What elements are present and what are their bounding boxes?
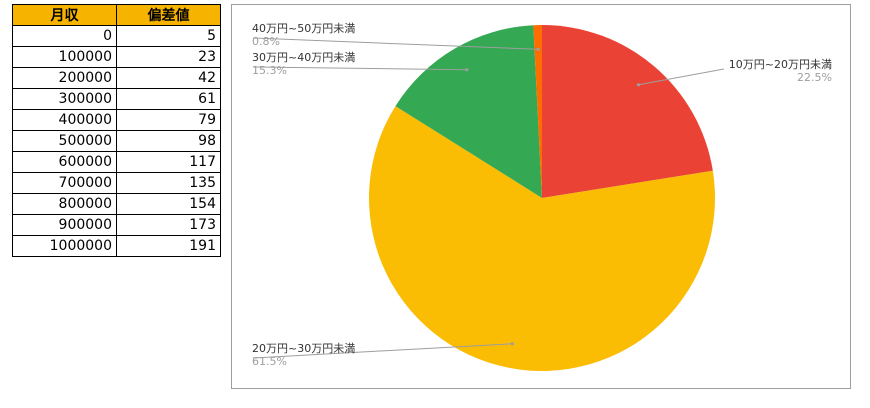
slice-percent: 0.8% (252, 35, 280, 48)
cell-monthly-income[interactable]: 800000 (12, 193, 117, 215)
table-row: 700000 135 (12, 172, 221, 194)
pie-slice[interactable] (533, 25, 542, 198)
slice-label: 20万円~30万円未満 (252, 342, 355, 355)
pie-slice[interactable] (368, 106, 715, 371)
cell-deviation-value[interactable]: 154 (116, 193, 221, 215)
table-row: 200000 42 (12, 67, 221, 89)
table-row: 300000 61 (12, 88, 221, 110)
cell-deviation-value[interactable]: 23 (116, 46, 221, 68)
slice-percent: 61.5% (252, 355, 287, 368)
header-deviation-value[interactable]: 偏差値 (116, 4, 221, 26)
leader-line (252, 343, 513, 359)
leader-line (252, 66, 467, 71)
cell-deviation-value[interactable]: 61 (116, 88, 221, 110)
table-header-row: 月収 偏差値 (12, 4, 221, 26)
table-row: 100000 23 (12, 46, 221, 68)
cell-monthly-income[interactable]: 100000 (12, 46, 117, 68)
data-table: 月収 偏差値 0 5 100000 23 200000 42 300000 61 400000 7… (12, 4, 221, 257)
table-row: 600000 117 (12, 151, 221, 173)
cell-deviation-value[interactable]: 135 (116, 172, 221, 194)
cell-deviation-value[interactable]: 191 (116, 235, 221, 257)
cell-monthly-income[interactable]: 900000 (12, 214, 117, 236)
table-row: 400000 79 (12, 109, 221, 131)
cell-monthly-income[interactable]: 0 (12, 25, 117, 47)
table-row: 500000 98 (12, 130, 221, 152)
header-monthly-income[interactable]: 月収 (12, 4, 117, 26)
leader-line (252, 37, 539, 50)
pie-chart[interactable]: 10万円~20万円未満 22.5% 20万円~30万円未満 61.5% 30万円~40万… (231, 4, 851, 389)
pie-slice[interactable] (542, 25, 713, 198)
cell-deviation-value[interactable]: 42 (116, 67, 221, 89)
table-row: 800000 154 (12, 193, 221, 215)
cell-monthly-income[interactable]: 600000 (12, 151, 117, 173)
slice-label: 10万円~20万円未満 (729, 58, 832, 71)
cell-deviation-value[interactable]: 98 (116, 130, 221, 152)
slice-label: 40万円~50万円未満 (252, 22, 355, 35)
cell-monthly-income[interactable]: 1000000 (12, 235, 117, 257)
cell-monthly-income[interactable]: 400000 (12, 109, 117, 131)
table-row: 900000 173 (12, 214, 221, 236)
slice-percent: 15.3% (252, 64, 287, 77)
cell-monthly-income[interactable]: 300000 (12, 88, 117, 110)
table-row: 1000000 191 (12, 235, 221, 257)
cell-monthly-income[interactable]: 200000 (12, 67, 117, 89)
cell-monthly-income[interactable]: 500000 (12, 130, 117, 152)
leader-dot (536, 47, 540, 51)
slice-label: 30万円~40万円未満 (252, 51, 355, 64)
pie-slice[interactable] (395, 25, 542, 198)
cell-deviation-value[interactable]: 5 (116, 25, 221, 47)
cell-monthly-income[interactable]: 700000 (12, 172, 117, 194)
slice-percent: 22.5% (797, 71, 832, 84)
cell-deviation-value[interactable]: 173 (116, 214, 221, 236)
cell-deviation-value[interactable]: 117 (116, 151, 221, 173)
table-body: 0 5 100000 23 200000 42 300000 61 400000 79 500000… (12, 25, 221, 257)
leader-line (638, 68, 725, 86)
cell-deviation-value[interactable]: 79 (116, 109, 221, 131)
